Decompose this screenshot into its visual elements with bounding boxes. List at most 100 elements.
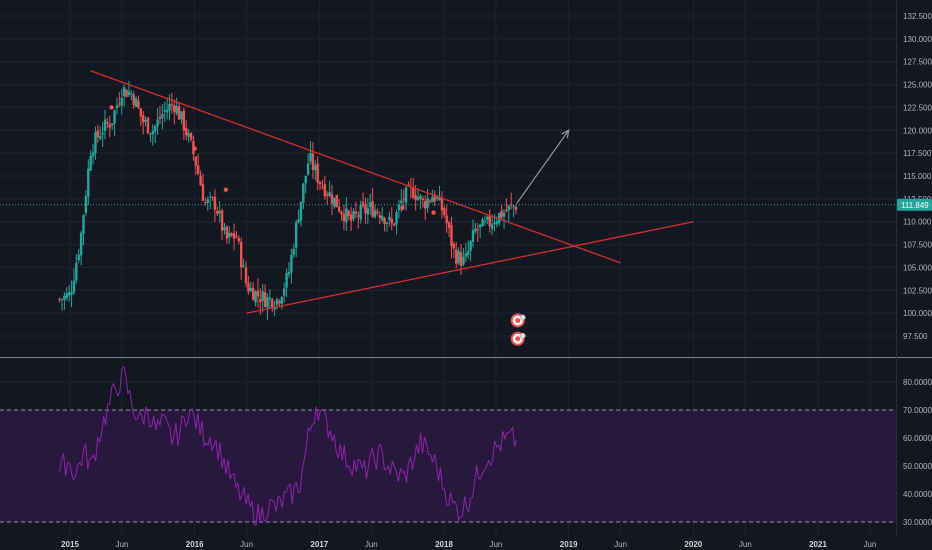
candle[interactable]	[146, 116, 150, 135]
candle[interactable]	[103, 109, 107, 140]
candle[interactable]	[481, 217, 484, 227]
candle[interactable]	[163, 101, 166, 122]
candle[interactable]	[213, 189, 217, 223]
candle[interactable]	[251, 282, 255, 301]
candle[interactable]	[378, 211, 381, 225]
candle[interactable]	[342, 204, 346, 231]
candle[interactable]	[457, 247, 460, 266]
candle[interactable]	[256, 278, 260, 308]
candle[interactable]	[397, 199, 401, 219]
candle[interactable]	[158, 105, 162, 125]
candle[interactable]	[376, 208, 379, 216]
signal-dot[interactable]	[431, 210, 436, 215]
candle[interactable]	[392, 222, 396, 227]
candle[interactable]	[318, 180, 322, 190]
candle[interactable]	[63, 292, 66, 310]
candle[interactable]	[182, 107, 186, 140]
candle[interactable]	[139, 108, 143, 127]
candle[interactable]	[108, 115, 111, 138]
candle[interactable]	[486, 215, 489, 225]
candle[interactable]	[364, 197, 367, 224]
candle[interactable]	[354, 201, 358, 219]
candle[interactable]	[82, 214, 85, 246]
candle[interactable]	[345, 197, 348, 231]
candle[interactable]	[96, 124, 100, 143]
signal-dot[interactable]	[109, 105, 114, 110]
candle[interactable]	[443, 205, 446, 218]
candle[interactable]	[476, 223, 479, 242]
trendline-ascending-support[interactable]	[246, 221, 694, 314]
candle[interactable]	[438, 185, 441, 201]
candle[interactable]	[65, 287, 68, 302]
candle[interactable]	[235, 230, 238, 239]
candle[interactable]	[196, 153, 200, 176]
candle[interactable]	[314, 160, 317, 181]
candle[interactable]	[347, 209, 350, 220]
candle[interactable]	[130, 89, 133, 101]
candle[interactable]	[328, 181, 331, 198]
candle[interactable]	[431, 189, 434, 203]
candle[interactable]	[505, 198, 508, 213]
candle[interactable]	[134, 96, 138, 107]
candle[interactable]	[237, 234, 241, 245]
candle[interactable]	[467, 240, 470, 259]
candle[interactable]	[280, 296, 284, 310]
candle[interactable]	[225, 225, 229, 244]
candle[interactable]	[423, 195, 427, 220]
candle[interactable]	[349, 206, 353, 231]
candle[interactable]	[433, 190, 436, 207]
candle[interactable]	[199, 170, 202, 186]
candle[interactable]	[469, 240, 472, 261]
candle[interactable]	[474, 222, 477, 234]
candle[interactable]	[99, 126, 102, 141]
candle[interactable]	[58, 297, 61, 303]
candle[interactable]	[268, 289, 272, 309]
candle[interactable]	[385, 221, 389, 232]
signal-dot[interactable]	[223, 187, 229, 192]
drawings[interactable]	[0, 70, 896, 346]
event-marker-icon[interactable]	[510, 313, 526, 328]
candle[interactable]	[204, 197, 207, 206]
candle[interactable]	[156, 107, 159, 135]
candle[interactable]	[326, 191, 329, 205]
candle[interactable]	[132, 91, 135, 109]
candle[interactable]	[388, 211, 391, 227]
candle[interactable]	[118, 92, 121, 108]
candle[interactable]	[483, 215, 487, 226]
candle[interactable]	[127, 80, 131, 98]
candle[interactable]	[488, 209, 491, 233]
candle[interactable]	[84, 190, 88, 217]
candle[interactable]	[70, 280, 73, 308]
candle[interactable]	[290, 248, 293, 284]
candle[interactable]	[106, 117, 109, 129]
candle[interactable]	[321, 179, 324, 190]
candle[interactable]	[337, 199, 341, 214]
candle[interactable]	[294, 219, 298, 258]
candle[interactable]	[514, 204, 518, 215]
candle[interactable]	[177, 102, 181, 120]
candle[interactable]	[271, 297, 274, 313]
price-axis[interactable]: 132.500 130.000 127.500 125.000 122.500 120.0…	[903, 12, 932, 341]
candle[interactable]	[464, 243, 468, 263]
candle[interactable]	[297, 209, 300, 224]
candle[interactable]	[450, 217, 453, 259]
candle[interactable]	[414, 185, 417, 211]
candle[interactable]	[390, 207, 393, 231]
candle[interactable]	[242, 258, 245, 268]
candle[interactable]	[113, 109, 116, 137]
candle[interactable]	[416, 188, 420, 202]
candle[interactable]	[216, 206, 219, 216]
candle[interactable]	[201, 173, 205, 202]
candle[interactable]	[247, 275, 250, 295]
candle[interactable]	[419, 193, 422, 210]
candle[interactable]	[187, 128, 190, 143]
candle[interactable]	[180, 111, 183, 125]
candle[interactable]	[366, 198, 370, 225]
signal-dot[interactable]	[400, 205, 405, 211]
time-axis[interactable]: 2015 Jun 2016 Jun 2017 Jun 2018 Jun 2019 Jun 2020 J…	[61, 540, 876, 549]
candle[interactable]	[110, 123, 114, 130]
candle[interactable]	[232, 223, 236, 251]
candle[interactable]	[72, 268, 76, 296]
candle[interactable]	[507, 204, 511, 222]
candle[interactable]	[340, 210, 343, 221]
